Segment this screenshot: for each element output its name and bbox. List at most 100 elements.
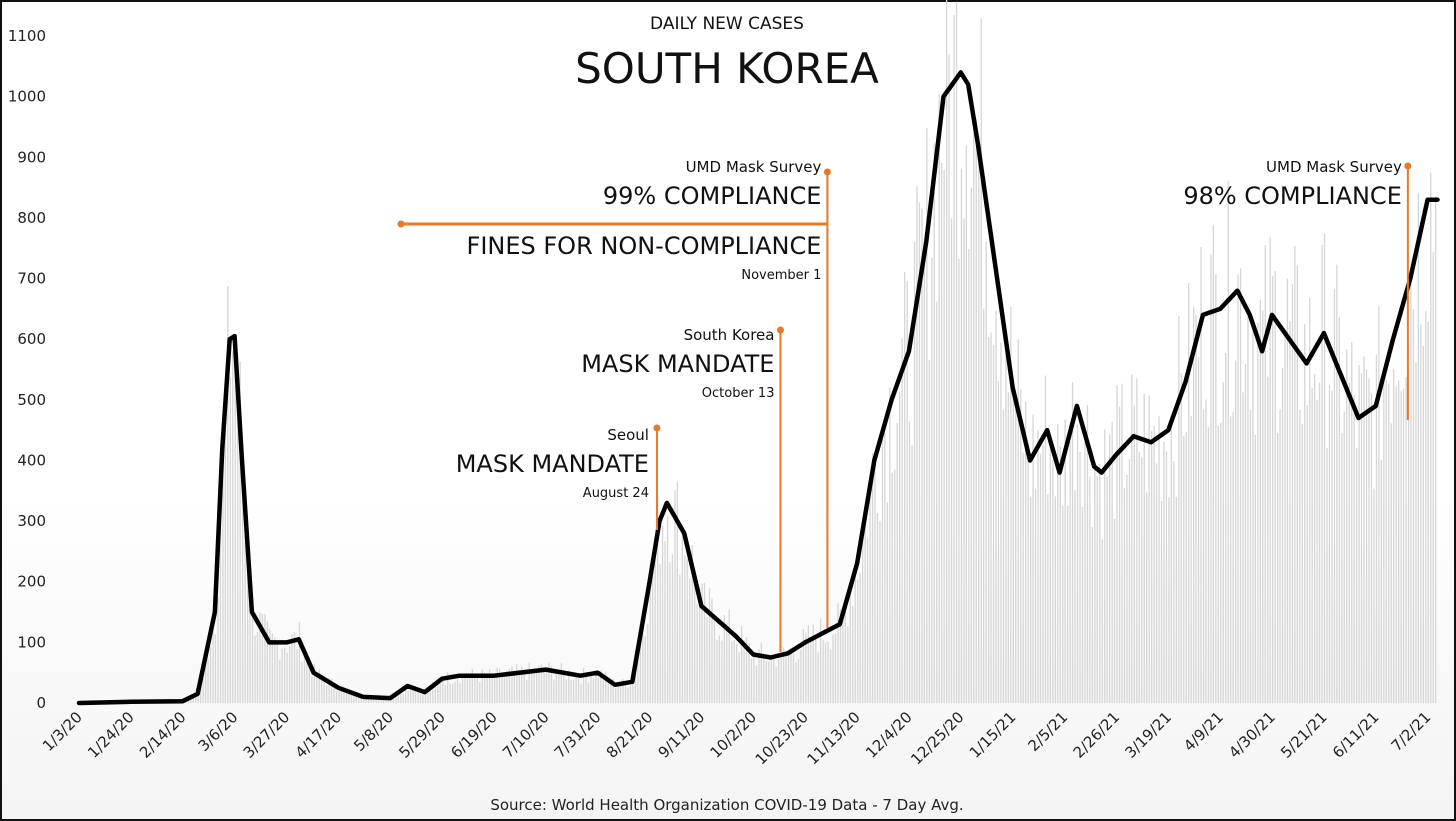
daily-bar xyxy=(1148,394,1150,703)
daily-bar xyxy=(1044,375,1047,703)
daily-bar xyxy=(1042,445,1044,703)
daily-bar xyxy=(395,693,397,703)
daily-bar xyxy=(234,337,236,703)
daily-bar xyxy=(1348,382,1350,703)
daily-bar xyxy=(350,694,352,703)
annotation-date: August 24 xyxy=(583,486,649,501)
daily-bar xyxy=(1039,453,1042,703)
daily-bar xyxy=(852,606,854,703)
daily-bar xyxy=(1343,411,1345,703)
daily-bar xyxy=(390,698,392,703)
daily-bar xyxy=(338,691,340,703)
daily-bar xyxy=(644,636,646,703)
daily-bar xyxy=(854,573,856,703)
daily-bar xyxy=(407,690,409,703)
daily-bar xyxy=(1099,463,1101,703)
daily-bar xyxy=(511,666,513,703)
daily-bar xyxy=(491,672,493,703)
x-tick-label: 2/26/21 xyxy=(1070,708,1124,762)
daily-bar xyxy=(923,239,925,703)
daily-bar xyxy=(955,1,958,704)
daily-bar xyxy=(810,641,812,703)
daily-bar xyxy=(1281,368,1284,703)
y-tick-label: 0 xyxy=(36,694,46,712)
daily-bar xyxy=(896,423,898,703)
annotation-headline-fines: FINES FOR NON-COMPLIANCE xyxy=(467,232,822,260)
y-tick-label: 900 xyxy=(17,148,46,166)
daily-bar xyxy=(753,652,755,703)
daily-bar xyxy=(1296,266,1298,703)
daily-bar xyxy=(424,692,427,703)
daily-bar xyxy=(301,662,303,703)
x-tick-label: 7/31/20 xyxy=(551,708,605,762)
daily-bar xyxy=(958,258,960,703)
daily-bar xyxy=(694,575,696,703)
daily-bar xyxy=(296,648,298,703)
daily-bar xyxy=(548,662,550,703)
daily-bar xyxy=(422,689,424,703)
annotation-headline: 99% COMPLIANCE xyxy=(603,182,822,210)
daily-bar xyxy=(881,436,884,703)
daily-bar xyxy=(822,639,824,703)
daily-bar xyxy=(1425,310,1427,703)
daily-bar xyxy=(269,629,271,703)
daily-bar xyxy=(536,672,538,703)
daily-bar xyxy=(1400,391,1402,703)
x-tick-label: 6/19/20 xyxy=(447,708,501,762)
daily-bar xyxy=(496,667,498,703)
x-tick-label: 6/11/21 xyxy=(1329,708,1383,762)
daily-bar xyxy=(469,675,471,703)
daily-bar xyxy=(1141,457,1143,703)
daily-bar xyxy=(1094,466,1096,703)
daily-bar xyxy=(783,647,785,703)
daily-bar xyxy=(449,683,451,703)
daily-bar xyxy=(713,621,716,703)
daily-bar xyxy=(1299,409,1301,703)
daily-bar xyxy=(718,635,720,703)
daily-bar xyxy=(1207,427,1210,703)
daily-bar xyxy=(790,648,792,703)
annotation-99-compliance: UMD Mask Survey 99% COMPLIANCE FINES FOR… xyxy=(397,158,831,628)
daily-bar xyxy=(1190,415,1192,703)
daily-bar xyxy=(1183,436,1185,703)
daily-bar xyxy=(1415,362,1417,703)
daily-bar xyxy=(1079,452,1081,703)
daily-bar xyxy=(375,697,377,703)
daily-bar xyxy=(1210,254,1212,703)
annotation-south-korea: South Korea MASK MANDATE October 13 xyxy=(581,326,784,652)
daily-bar xyxy=(921,208,923,703)
daily-bar xyxy=(1338,317,1340,703)
daily-bar xyxy=(891,472,893,703)
daily-bar xyxy=(1185,431,1187,703)
annotation-headline: MASK MANDATE xyxy=(456,450,649,478)
annotation-label: UMD Mask Survey xyxy=(1266,158,1402,176)
daily-bar xyxy=(298,621,301,703)
daily-bar xyxy=(1412,309,1415,703)
daily-bar xyxy=(368,696,370,703)
daily-bar xyxy=(689,578,691,703)
daily-bar xyxy=(479,681,481,703)
daily-bar xyxy=(202,665,204,703)
daily-bar xyxy=(1247,316,1249,703)
daily-bar xyxy=(437,680,439,703)
daily-bar xyxy=(632,682,634,703)
daily-bar xyxy=(770,656,772,703)
daily-bar xyxy=(1318,382,1321,703)
daily-bar xyxy=(859,572,861,703)
daily-bar xyxy=(313,663,315,703)
daily-bar xyxy=(980,18,982,704)
daily-bar xyxy=(316,675,318,703)
daily-bar xyxy=(763,653,765,703)
daily-bar xyxy=(400,693,402,703)
daily-bar xyxy=(382,697,385,703)
daily-bar xyxy=(197,693,199,703)
daily-bar xyxy=(1131,374,1133,703)
daily-bar xyxy=(1146,492,1148,703)
daily-bar xyxy=(775,666,777,703)
daily-bar xyxy=(187,699,189,703)
daily-bar xyxy=(657,496,659,703)
daily-bar xyxy=(716,639,718,703)
daily-bar xyxy=(1064,419,1066,703)
daily-bar xyxy=(1336,264,1338,703)
